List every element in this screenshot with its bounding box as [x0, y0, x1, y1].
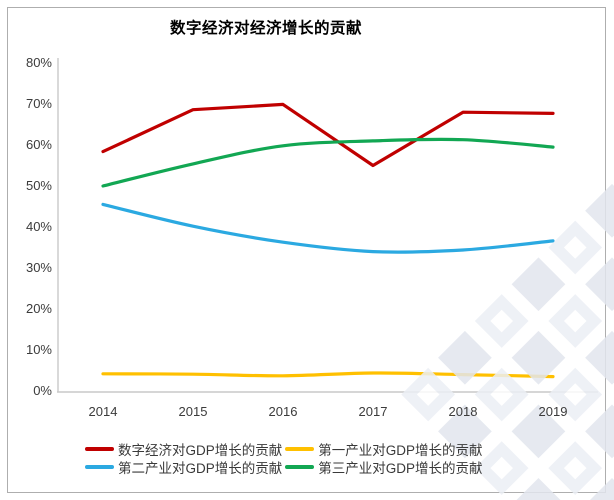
series-line-0: [101, 102, 555, 168]
y-axis-tick-label: 50%: [25, 178, 52, 193]
legend-label-digital-economy: 数字经济对GDP增长的贡献: [118, 443, 283, 458]
legend-row: 第二产业对GDP增长的贡献 第三产业对GDP增长的贡献: [85, 457, 486, 477]
x-axis-tick-label: 2018: [448, 404, 478, 419]
legend-row: 数字经济对GDP增长的贡献 第一产业对GDP增长的贡献: [85, 439, 486, 459]
legend-line-swatch-digital-economy: [85, 447, 114, 451]
y-axis-tick-label: 60%: [25, 137, 52, 152]
series-line-3: [101, 137, 555, 188]
y-axis-tick-label: 20%: [25, 301, 52, 316]
x-axis-tick-label: 2019: [538, 404, 568, 419]
x-axis-tick-label: 2014: [88, 404, 118, 419]
chart-title: 数字经济对经济增长的贡献: [170, 20, 363, 37]
x-axis-tick-label: 2017: [358, 404, 388, 419]
legend-label-tertiary-industry: 第三产业对GDP增长的贡献: [318, 461, 483, 476]
chart-outer-border: [7, 7, 606, 493]
legend-line-swatch-primary-industry: [285, 447, 315, 451]
y-axis-tick-label: 40%: [25, 219, 52, 234]
legend-line-swatch-secondary-industry: [85, 465, 114, 469]
y-axis-tick-label: 10%: [25, 342, 52, 357]
y-axis-tick-label: 0%: [33, 383, 52, 398]
legend-line-swatch-tertiary-industry: [285, 465, 315, 469]
legend-label-primary-industry: 第一产业对GDP增长的贡献: [318, 443, 483, 458]
y-axis-tick-label: 70%: [25, 96, 52, 111]
y-axis-tick-label: 30%: [25, 260, 52, 275]
legend-label-secondary-industry: 第二产业对GDP增长的贡献: [118, 461, 283, 476]
series-line-2: [101, 202, 555, 254]
series-line-1: [101, 371, 555, 379]
x-axis-tick-label: 2015: [178, 404, 208, 419]
axis-lines: [57, 58, 598, 393]
y-axis-tick-label: 80%: [25, 55, 52, 70]
x-axis-tick-label: 2016: [268, 404, 298, 419]
